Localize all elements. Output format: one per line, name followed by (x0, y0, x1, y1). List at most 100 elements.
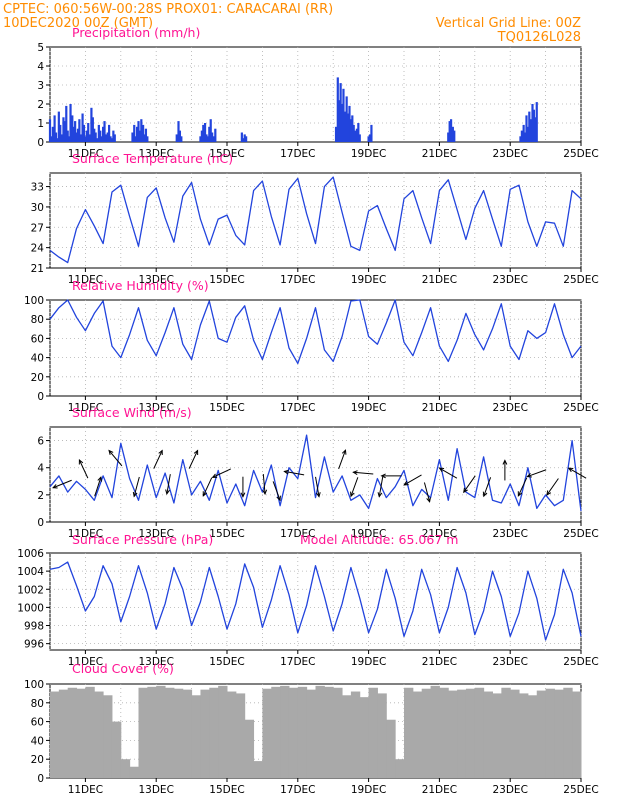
panel-rh: Relative Humidity (%) 0 20 40 60 80 100 11DEC 13… (24, 278, 599, 414)
precip-bar (99, 130, 102, 142)
cloud-bar (483, 691, 493, 778)
precip-bar (112, 130, 115, 142)
header-grid-note: Vertical Grid Line: 00Z (436, 16, 581, 31)
cloud-bar (182, 689, 193, 778)
precip-bar (97, 124, 100, 142)
cloud-bar (368, 687, 378, 778)
precip-bar (80, 134, 83, 142)
x-tick-label: 23DEC (492, 402, 527, 414)
x-tick-label: 17DEC (280, 528, 315, 540)
pres-series-line (49, 561, 582, 641)
y-tick-label: 4 (37, 61, 44, 73)
wind-arrow-shaft (212, 468, 231, 478)
precip-bar (84, 136, 87, 142)
precip-bar (339, 83, 342, 142)
precip-bar (349, 119, 352, 142)
cloud-bar (50, 691, 60, 778)
x-tick-label: 13DEC (138, 274, 173, 286)
cloud-bar (386, 719, 396, 778)
wind-arrow-head (380, 473, 386, 479)
precip-bar (71, 115, 74, 142)
precip-bar (336, 77, 339, 142)
wind-arrow-shaft (378, 476, 384, 497)
wind-arrow-shaft (52, 479, 72, 489)
precip-bar (104, 134, 108, 142)
wind-arrow-head (482, 491, 488, 498)
x-tick-label: 17DEC (280, 402, 315, 414)
y-tick-label: 1004 (17, 566, 44, 578)
y-tick-label: 24 (31, 243, 45, 255)
x-tick-label: 17DEC (280, 656, 315, 668)
y-tick-label: 100 (24, 679, 44, 691)
cloud-bar (465, 688, 476, 778)
cloud-bar (395, 759, 405, 778)
wind-arrow-head (350, 491, 355, 498)
wind-arrow (108, 449, 123, 467)
panel-wind: Surface Wind (m/s) 0 2 4 6 11DEC 13DEC 15DEC 17D… (37, 405, 598, 540)
x-tick-label: 13DEC (138, 148, 173, 160)
wind-arrow-head (240, 492, 246, 498)
precip-bar (448, 121, 451, 142)
panel-annotation: Model Altitude: 65.067 m (300, 532, 458, 547)
cloud-bar (350, 691, 361, 778)
precip-bar (143, 134, 146, 142)
precip-bar (76, 128, 80, 142)
wind-arrow-head (352, 470, 358, 476)
cloud-bar (439, 687, 449, 778)
precip-bar (144, 128, 148, 142)
wind-arrow-shaft (315, 476, 320, 497)
y-tick-label: 996 (24, 639, 44, 651)
wind-arrow-head (202, 491, 208, 497)
precip-bar (529, 119, 532, 142)
x-tick-label: 13DEC (138, 656, 173, 668)
precip-bar (352, 124, 355, 142)
cloud-bar (227, 691, 237, 778)
precip-bar (88, 134, 92, 142)
precip-bar (340, 104, 344, 142)
cloud-bar (244, 719, 255, 778)
precip-bar (90, 107, 93, 142)
precip-bar (453, 130, 456, 142)
cloud-bar (572, 691, 582, 778)
wind-arrow (438, 467, 458, 479)
rh-series-line (49, 299, 582, 365)
precip-bar (368, 134, 372, 142)
panel-precip: Precipitation (mm/h) 0 1 2 3 4 5 11DEC 13DEC 15DE… (37, 25, 598, 160)
precip-bar (60, 134, 63, 142)
wind-arrow (94, 476, 102, 497)
precip-bar (87, 123, 90, 142)
precip-bar (334, 126, 338, 142)
wind-arrow-head (78, 458, 84, 465)
x-tick-label: 19DEC (351, 274, 386, 286)
y-tick-label: 1 (37, 118, 44, 130)
wind-arrow-head (438, 467, 445, 473)
precip-bar (56, 138, 59, 142)
cloud-bar (262, 688, 272, 778)
wind-arrow-shaft (262, 473, 266, 495)
wind-arrow-shaft (439, 467, 458, 479)
precip-bar (106, 132, 109, 142)
cloud-bar (288, 687, 299, 778)
precip-bar (180, 136, 183, 142)
precip-bar (178, 130, 182, 142)
y-tick-label: 60 (31, 717, 44, 729)
precip-bar (214, 128, 217, 142)
x-tick-label: 13DEC (138, 528, 173, 540)
precip-bar (78, 119, 81, 142)
wind-arrow-head (97, 476, 102, 482)
wind-series-line (49, 434, 582, 512)
x-tick-label: 11DEC (68, 148, 103, 160)
panel-frame (49, 172, 582, 269)
y-tick-label: 0 (37, 517, 44, 529)
wind-arrow-head (158, 449, 163, 456)
precip-bar (75, 132, 78, 142)
y-tick-label: 80 (31, 698, 44, 710)
precip-bar (343, 111, 346, 142)
precip-bar (212, 136, 216, 142)
cloud-bar (510, 689, 520, 778)
precip-bar (346, 113, 350, 142)
wind-arrow (423, 482, 431, 503)
wind-arrow-head (526, 472, 532, 478)
cloud-bar (253, 761, 263, 778)
